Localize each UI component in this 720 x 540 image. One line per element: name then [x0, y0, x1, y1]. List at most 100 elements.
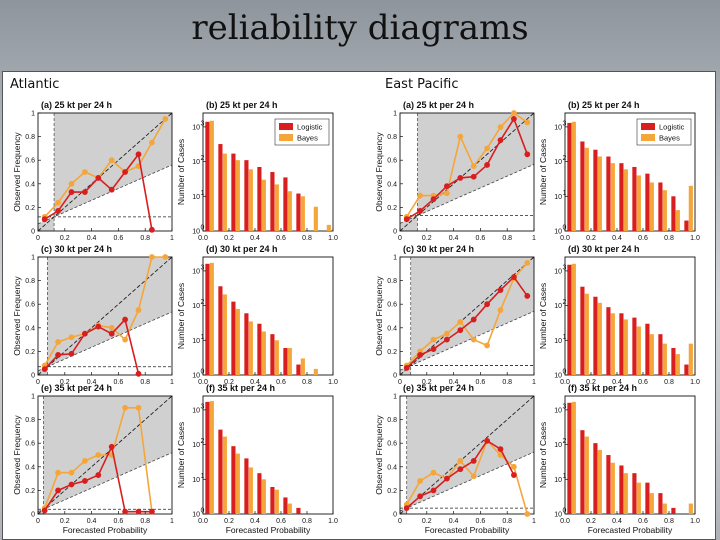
- reliability-panel-title: (e) 35 kt per 24 h: [41, 383, 112, 393]
- logistic-point: [135, 151, 142, 158]
- logistic-histogram-bar: [231, 446, 236, 514]
- bayes-point: [524, 119, 531, 126]
- x-tick-label: 0.4: [449, 235, 459, 242]
- bayes-histogram-bar: [597, 156, 602, 231]
- logistic-histogram-bar: [684, 364, 689, 375]
- logistic-point: [68, 350, 75, 357]
- bayes-histogram-bar: [623, 169, 628, 231]
- logistic-histogram-bar: [645, 482, 650, 514]
- legend-logistic-swatch: [641, 123, 655, 130]
- bayes-point: [417, 192, 424, 199]
- x-tick-label: 0.6: [114, 235, 124, 242]
- bayes-point: [484, 145, 491, 152]
- logistic-histogram-bar: [218, 286, 223, 375]
- hist-y-tick-label: 10: [554, 407, 562, 414]
- hist-y-tick-exponent: 0: [201, 225, 205, 232]
- bayes-histogram-bar: [235, 160, 240, 231]
- hist-y-tick-exponent: 2: [563, 299, 567, 306]
- logistic-point: [444, 475, 450, 482]
- x-tick-label: 0.8: [140, 235, 150, 242]
- logistic-point: [41, 366, 48, 373]
- x-tick-label: 0: [398, 518, 402, 525]
- hist-x-tick-label: 0.8: [664, 379, 674, 386]
- y-tick-label: 1: [31, 394, 35, 401]
- logistic-histogram-bar: [231, 301, 236, 375]
- bayes-point: [470, 336, 477, 343]
- hist-y-tick-exponent: 3: [201, 120, 205, 127]
- legend-logistic-swatch: [279, 123, 293, 130]
- bayes-histogram-bar: [623, 319, 628, 375]
- bayes-histogram-bar: [222, 436, 227, 514]
- logistic-point: [457, 175, 464, 181]
- hist-x-tick-label: 0.4: [612, 235, 622, 242]
- logistic-histogram-bar: [619, 313, 624, 375]
- bayes-histogram-bar: [688, 343, 693, 375]
- logistic-point: [403, 365, 410, 371]
- region-label-east-pacific: East Pacific: [385, 77, 459, 92]
- hist-y-tick-label: 10: [554, 303, 562, 310]
- bayes-histogram-bar: [313, 368, 318, 375]
- no-skill-line: [399, 163, 535, 224]
- reliability-x-axis-label: Forecasted Probability: [63, 525, 148, 535]
- bayes-histogram-bar: [261, 331, 266, 375]
- hist-y-tick-exponent: 0: [201, 369, 205, 376]
- logistic-point: [82, 189, 88, 195]
- logistic-histogram-bar: [205, 401, 210, 514]
- bayes-histogram-bar: [222, 153, 227, 231]
- logistic-histogram-bar: [218, 429, 223, 514]
- bayes-point: [108, 324, 115, 331]
- logistic-histogram-bar: [645, 173, 650, 231]
- bayes-point: [135, 404, 142, 411]
- logistic-histogram-bar: [283, 177, 288, 231]
- logistic-histogram-bar: [244, 160, 249, 231]
- logistic-histogram-bar: [580, 141, 585, 231]
- reliability-y-axis-label: Observed Frequency: [374, 415, 384, 495]
- bayes-histogram-bar: [261, 179, 266, 231]
- y-tick-label: 0.4: [387, 181, 397, 188]
- bayes-point: [55, 199, 61, 206]
- bayes-point: [122, 404, 128, 411]
- y-tick-label: 0.8: [387, 278, 397, 285]
- logistic-point: [484, 301, 491, 308]
- bayes-point: [95, 452, 102, 458]
- logistic-histogram-bar: [593, 149, 598, 231]
- hist-x-tick-label: 1.0: [328, 235, 338, 242]
- reliability-panel-title: (a) 25 kt per 24 h: [41, 100, 112, 110]
- bayes-point: [68, 469, 75, 476]
- bayes-point: [162, 116, 169, 122]
- histogram-y-axis-label: Number of Cases: [176, 283, 186, 349]
- hist-x-tick-label: 1.0: [690, 379, 700, 386]
- reliability-panel-title: (e) 35 kt per 24 h: [403, 383, 474, 393]
- hist-x-tick-label: 0.0: [560, 379, 570, 386]
- hist-x-tick-label: 1.0: [690, 518, 700, 525]
- logistic-point: [430, 346, 437, 352]
- logistic-point: [484, 437, 491, 444]
- bayes-histogram-bar: [209, 262, 214, 375]
- hist-x-tick-label: 0.2: [586, 518, 596, 525]
- hist-x-tick-label: 0.4: [250, 518, 260, 525]
- hist-y-tick-label: 10: [192, 407, 200, 414]
- logistic-histogram-bar: [296, 507, 301, 514]
- hist-y-tick-label: 10: [192, 338, 200, 345]
- x-tick-label: 0: [36, 379, 40, 386]
- logistic-point: [511, 472, 517, 478]
- bayes-point: [457, 458, 464, 464]
- hist-y-tick-exponent: 3: [563, 403, 567, 410]
- hist-y-tick-exponent: 1: [201, 473, 205, 480]
- logistic-point: [122, 508, 128, 515]
- no-skill-line: [37, 311, 173, 372]
- logistic-histogram-bar: [283, 347, 288, 375]
- bayes-histogram-bar: [248, 321, 253, 375]
- y-tick-label: 0.2: [387, 205, 397, 212]
- hist-x-tick-label: 0.0: [198, 518, 208, 525]
- hist-y-tick-label: 10: [554, 338, 562, 345]
- bayes-histogram-bar: [610, 163, 615, 231]
- logistic-point: [444, 183, 450, 190]
- hist-x-tick-label: 0.2: [586, 235, 596, 242]
- histogram-x-axis-label: Forecasted Probability: [226, 525, 311, 535]
- logistic-point: [417, 208, 424, 214]
- x-tick-label: 0.6: [114, 518, 124, 525]
- bayes-histogram-bar: [649, 182, 654, 231]
- x-tick-label: 0.8: [502, 379, 512, 386]
- x-tick-label: 0: [398, 379, 402, 386]
